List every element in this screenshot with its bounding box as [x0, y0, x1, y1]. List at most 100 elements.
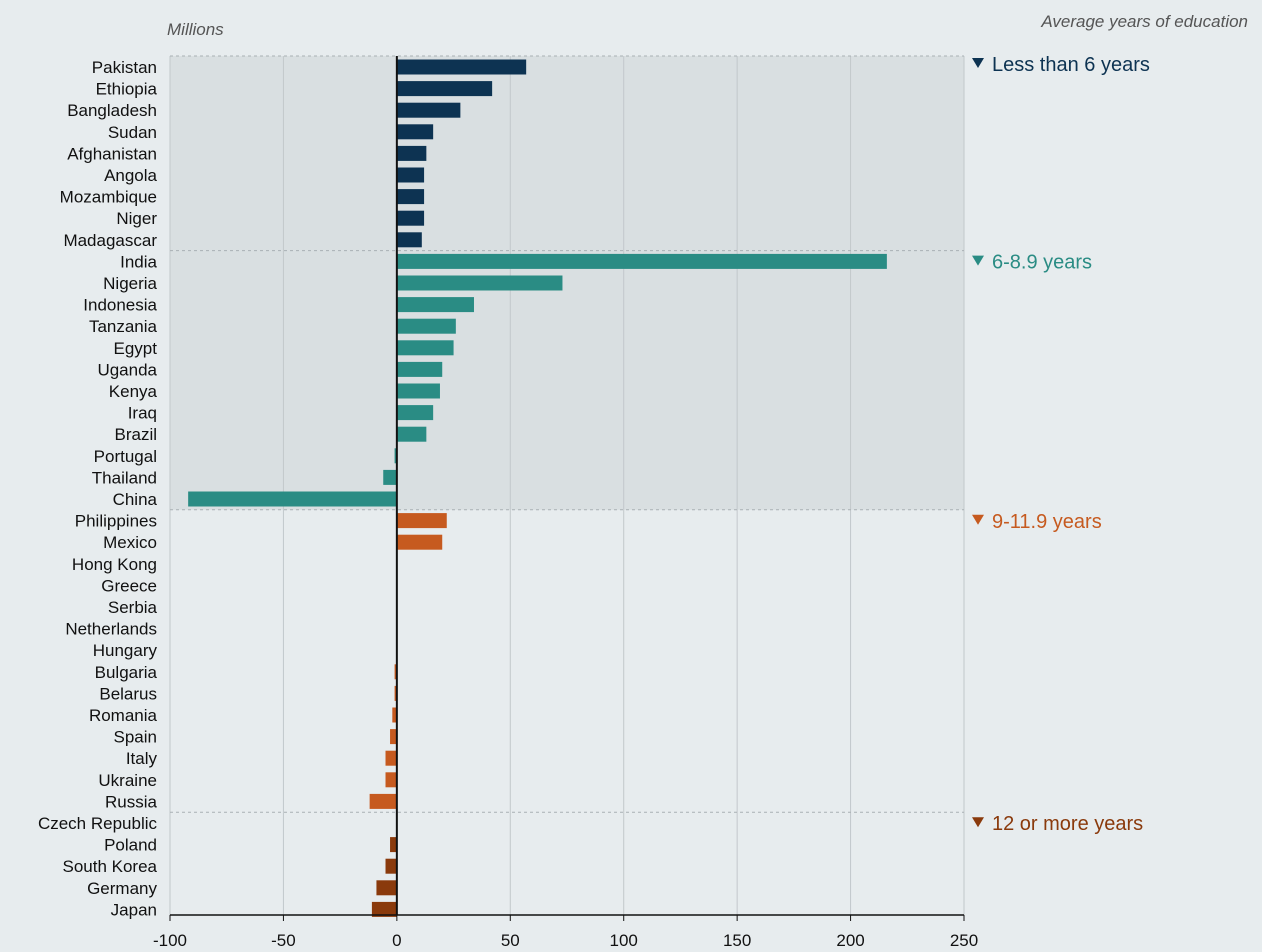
gridlines: [169, 56, 965, 915]
bar: [369, 793, 397, 809]
bar: [396, 297, 474, 313]
bar: [394, 448, 397, 464]
category-label: Niger: [116, 209, 157, 228]
x-tick-label: 200: [836, 931, 864, 950]
bar: [385, 750, 397, 766]
x-tick-label: 100: [610, 931, 638, 950]
legend-title: Average years of education: [1040, 12, 1248, 31]
category-label: Pakistan: [92, 58, 157, 77]
category-label: Japan: [111, 900, 157, 919]
bar: [385, 772, 397, 788]
category-label: Egypt: [114, 339, 158, 358]
bar: [376, 880, 397, 896]
bar: [396, 405, 434, 421]
category-label: Nigeria: [103, 274, 157, 293]
bar: [396, 59, 527, 75]
bar: [396, 124, 434, 140]
category-label: Mozambique: [60, 188, 157, 207]
category-label: Portugal: [94, 447, 157, 466]
bar: [385, 858, 397, 874]
category-label: Sudan: [108, 123, 157, 142]
category-label: Kenya: [109, 382, 158, 401]
bar: [396, 189, 425, 205]
bar: [394, 685, 397, 701]
category-label: Hong Kong: [72, 555, 157, 574]
category-label: Bangladesh: [67, 101, 157, 120]
category-label: South Korea: [62, 857, 157, 876]
category-label: Angola: [104, 166, 157, 185]
bar: [396, 102, 461, 118]
bar: [396, 167, 425, 183]
x-tick-label: 150: [723, 931, 751, 950]
category-label: Mexico: [103, 533, 157, 552]
x-tick-label: 250: [950, 931, 978, 950]
category-label: Poland: [104, 836, 157, 855]
x-tick-label: 0: [392, 931, 401, 950]
bar: [390, 837, 397, 853]
category-label: Madagascar: [63, 231, 157, 250]
category-label: Brazil: [114, 425, 157, 444]
category-label: Netherlands: [65, 620, 157, 639]
category-labels: Pakistan Ethiopia Bangladesh Sudan Afghanist…: [38, 58, 158, 919]
x-tick-label: -100: [153, 931, 187, 950]
category-label: Belarus: [99, 684, 157, 703]
category-label: Greece: [101, 576, 157, 595]
bar: [396, 426, 427, 442]
category-label: Germany: [87, 879, 157, 898]
group-label: Less than 6 years: [992, 54, 1150, 76]
category-label: Indonesia: [83, 296, 157, 315]
group-shading-layer: [170, 56, 964, 510]
down-triangle-icon: [972, 817, 984, 828]
category-label: China: [113, 490, 158, 509]
group-separators: [170, 55, 964, 813]
group-shading: [170, 56, 964, 251]
bar: [396, 534, 443, 550]
bar: [383, 469, 397, 485]
bar: [396, 145, 427, 161]
category-label: Russia: [105, 792, 158, 811]
bar: [188, 491, 397, 507]
category-label: Romania: [89, 706, 158, 725]
category-label: Bulgaria: [95, 663, 158, 682]
group-legend: Less than 6 years 6-8.9 years 9-11.9 years…: [972, 54, 1150, 835]
bar: [396, 210, 425, 226]
category-label: Thailand: [92, 468, 157, 487]
x-tick-label: 50: [501, 931, 520, 950]
group-label: 9-11.9 years: [992, 511, 1102, 533]
category-label: Italy: [126, 749, 158, 768]
bar: [396, 275, 563, 291]
bar: [390, 729, 397, 745]
category-label: Czech Republic: [38, 814, 158, 833]
bar: [396, 383, 440, 399]
category-label: Uganda: [97, 360, 157, 379]
category-label: Ethiopia: [96, 80, 158, 99]
down-triangle-icon: [972, 58, 984, 68]
axes: -100 -50 0 50 100 150 200 250: [153, 56, 978, 950]
bar: [396, 361, 443, 377]
bars: [188, 59, 887, 917]
category-label: Philippines: [75, 512, 157, 531]
bar: [396, 513, 447, 529]
bar: [396, 232, 422, 248]
group-label: 12 or more years: [992, 813, 1143, 835]
bar: [396, 81, 493, 97]
bar: [396, 340, 454, 356]
category-label: Iraq: [128, 404, 157, 423]
x-tick-label: -50: [271, 931, 296, 950]
down-triangle-icon: [972, 514, 984, 525]
down-triangle-icon: [972, 255, 984, 266]
category-label: Spain: [114, 728, 157, 747]
category-label: Serbia: [108, 598, 158, 617]
unit-label: Millions: [167, 20, 224, 39]
bar: [392, 707, 397, 723]
category-label: India: [120, 252, 157, 271]
group-label: 6-8.9 years: [992, 252, 1092, 274]
category-label: Afghanistan: [67, 144, 157, 163]
bar: [396, 253, 887, 269]
bar: [371, 901, 397, 917]
bar: [396, 318, 456, 334]
category-label: Hungary: [93, 641, 158, 660]
category-label: Tanzania: [89, 317, 158, 336]
bar: [394, 664, 397, 680]
